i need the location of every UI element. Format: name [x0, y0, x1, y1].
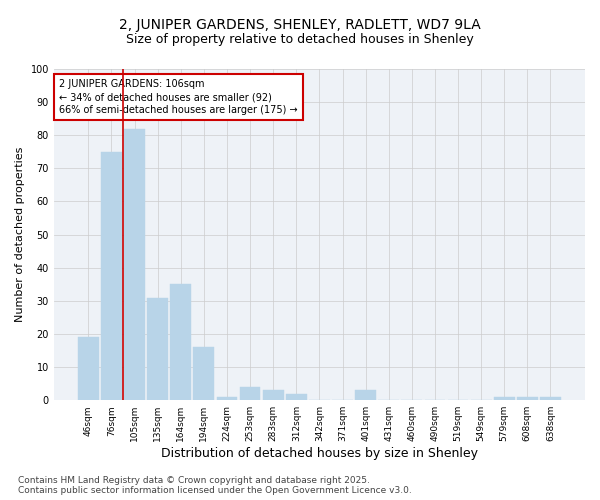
Bar [494, 397, 515, 400]
Bar [355, 390, 376, 400]
Bar [517, 397, 538, 400]
Bar [170, 284, 191, 400]
X-axis label: Distribution of detached houses by size in Shenley: Distribution of detached houses by size … [161, 447, 478, 460]
Bar [78, 338, 99, 400]
Text: 2, JUNIPER GARDENS, SHENLEY, RADLETT, WD7 9LA: 2, JUNIPER GARDENS, SHENLEY, RADLETT, WD… [119, 18, 481, 32]
Bar [124, 128, 145, 400]
Text: Contains HM Land Registry data © Crown copyright and database right 2025.
Contai: Contains HM Land Registry data © Crown c… [18, 476, 412, 495]
Bar [286, 394, 307, 400]
Bar [217, 397, 238, 400]
Bar [239, 387, 260, 400]
Bar [193, 347, 214, 400]
Text: 2 JUNIPER GARDENS: 106sqm
← 34% of detached houses are smaller (92)
66% of semi-: 2 JUNIPER GARDENS: 106sqm ← 34% of detac… [59, 79, 298, 116]
Bar [101, 152, 122, 400]
Bar [147, 298, 168, 400]
Bar [540, 397, 561, 400]
Text: Size of property relative to detached houses in Shenley: Size of property relative to detached ho… [126, 32, 474, 46]
Y-axis label: Number of detached properties: Number of detached properties [15, 147, 25, 322]
Bar [263, 390, 284, 400]
